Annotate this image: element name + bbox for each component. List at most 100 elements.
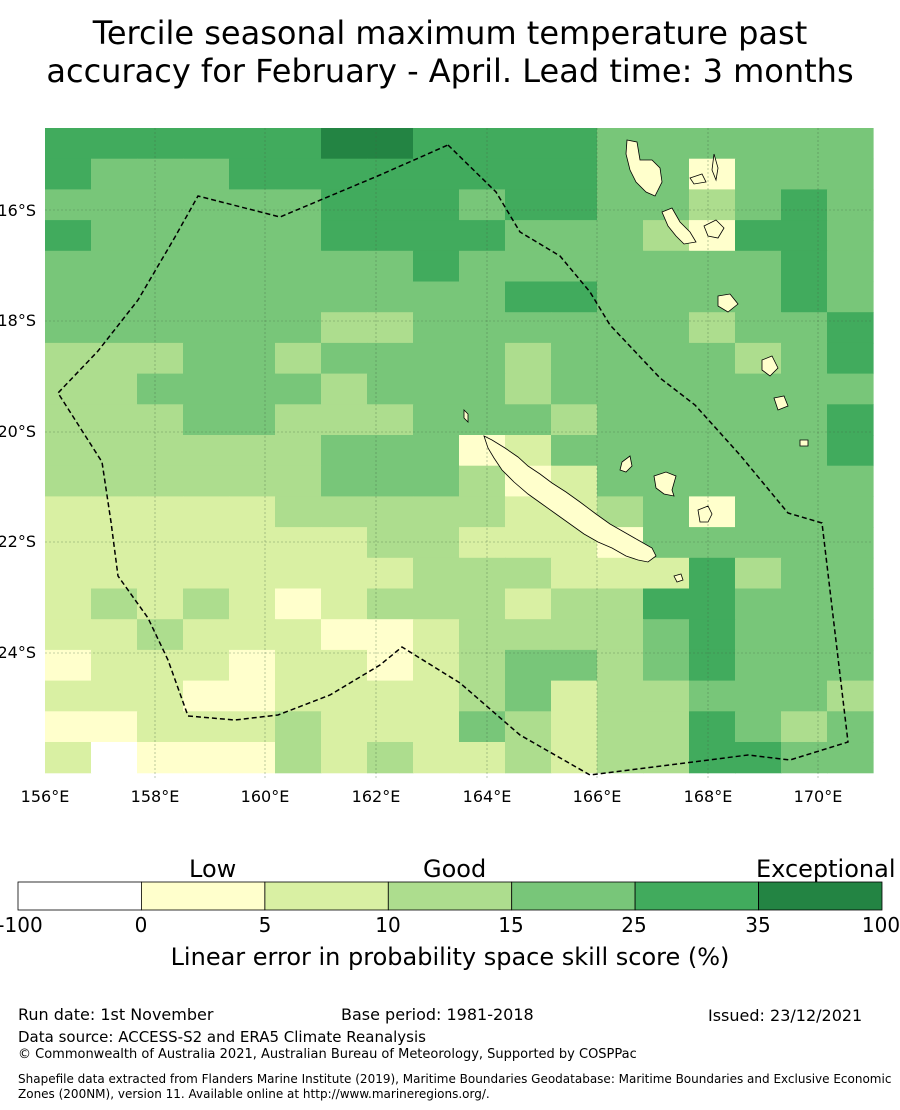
skill-cell [275, 619, 322, 651]
skill-cell [91, 220, 138, 252]
skill-cell [183, 742, 230, 774]
skill-cell [827, 742, 874, 774]
colorbar-swatch [140, 881, 266, 911]
skill-cell [229, 465, 276, 497]
skill-cell [551, 128, 598, 160]
colorbar-label: Linear error in probability space skill … [170, 943, 730, 971]
skill-cell [827, 312, 874, 344]
map-title: Tercile seasonal maximum temperature pas… [0, 14, 900, 90]
skill-cell [91, 281, 138, 313]
hunter-island [799, 439, 809, 447]
skill-cell [137, 250, 184, 283]
skill-cell [781, 742, 828, 774]
skill-cell [321, 220, 368, 252]
skill-cell [459, 649, 506, 682]
tick-0: 0 [134, 913, 148, 937]
skill-cell [137, 404, 184, 436]
lon-label-162e: 162°E [351, 787, 401, 806]
colorbar [17, 881, 883, 911]
skill-cell [459, 680, 506, 712]
skill-cell [229, 404, 276, 436]
skill-cell [183, 312, 230, 344]
skill-cell [321, 373, 368, 405]
skill-cell [91, 158, 138, 190]
skill-cell [643, 557, 690, 590]
skill-cell [689, 158, 736, 190]
skill-cell [183, 128, 230, 160]
skill-cell [45, 619, 92, 651]
category-exceptional: Exceptional [756, 855, 896, 883]
skill-cell [229, 220, 276, 252]
skill-cell [597, 742, 644, 774]
skill-cell [137, 128, 184, 160]
skill-cell [275, 312, 322, 344]
skill-cell [459, 281, 506, 313]
colorbar-swatch [264, 881, 389, 911]
skill-cell [137, 649, 184, 682]
skill-cell [551, 742, 598, 774]
skill-cell [827, 680, 874, 712]
chesterfield-islet [463, 409, 469, 423]
skill-cell [275, 281, 322, 313]
skill-cell [551, 373, 598, 405]
skill-cell [643, 588, 690, 620]
skill-cell [643, 312, 690, 344]
data-source: Data source: ACCESS-S2 and ERA5 Climate … [18, 1028, 426, 1046]
skill-cell [781, 373, 828, 405]
skill-cell [597, 342, 644, 375]
skill-cell [643, 128, 690, 160]
skill-cell [183, 527, 230, 559]
skill-cell [689, 342, 736, 375]
issued-date: Issued: 23/12/2021 [708, 1006, 863, 1025]
skill-cell [229, 742, 276, 774]
category-low: Low [189, 855, 237, 883]
shapefile-credit-1: Shapefile data extracted from Flanders M… [18, 1072, 892, 1086]
skill-cell [689, 250, 736, 283]
skill-cell [367, 189, 414, 221]
new-caledonia-grande-terre [483, 435, 657, 563]
skill-cell [643, 281, 690, 313]
lon-label-168e: 168°E [683, 787, 733, 806]
skill-cell [551, 680, 598, 712]
skill-cell [275, 404, 322, 436]
skill-cell [505, 158, 552, 190]
skill-cell [413, 404, 460, 436]
skill-cell [597, 680, 644, 712]
skill-cell [321, 404, 368, 436]
skill-cell [689, 465, 736, 497]
tick-5: 5 [258, 913, 272, 937]
skill-cell [781, 312, 828, 344]
skill-cell [367, 619, 414, 651]
skill-cell [505, 619, 552, 651]
skill-cell [643, 711, 690, 743]
lon-label-170e: 170°E [793, 787, 843, 806]
skill-cell [551, 435, 598, 467]
skill-cell [275, 557, 322, 590]
skill-cell [413, 711, 460, 743]
skill-cell [689, 404, 736, 436]
skill-cell [735, 527, 782, 559]
skill-cell [551, 158, 598, 190]
colorbar-swatch [634, 881, 759, 911]
skill-cell [505, 557, 552, 590]
skill-cell [229, 189, 276, 221]
skill-cell [689, 373, 736, 405]
erromango [717, 293, 739, 313]
skill-cell [91, 680, 138, 712]
skill-cell [459, 312, 506, 344]
skill-cell [45, 680, 92, 712]
skill-cell [91, 557, 138, 590]
skill-cell [45, 312, 92, 344]
skill-cell [367, 342, 414, 375]
skill-cell [321, 250, 368, 283]
skill-cell [183, 588, 230, 620]
skill-cell [137, 220, 184, 252]
skill-cell [643, 680, 690, 712]
skill-cell [597, 189, 644, 221]
skill-cell [229, 312, 276, 344]
skill-grid [45, 128, 874, 774]
skill-cell [551, 220, 598, 252]
skill-cell [321, 465, 368, 497]
skill-cell [459, 742, 506, 774]
skill-cell [367, 588, 414, 620]
